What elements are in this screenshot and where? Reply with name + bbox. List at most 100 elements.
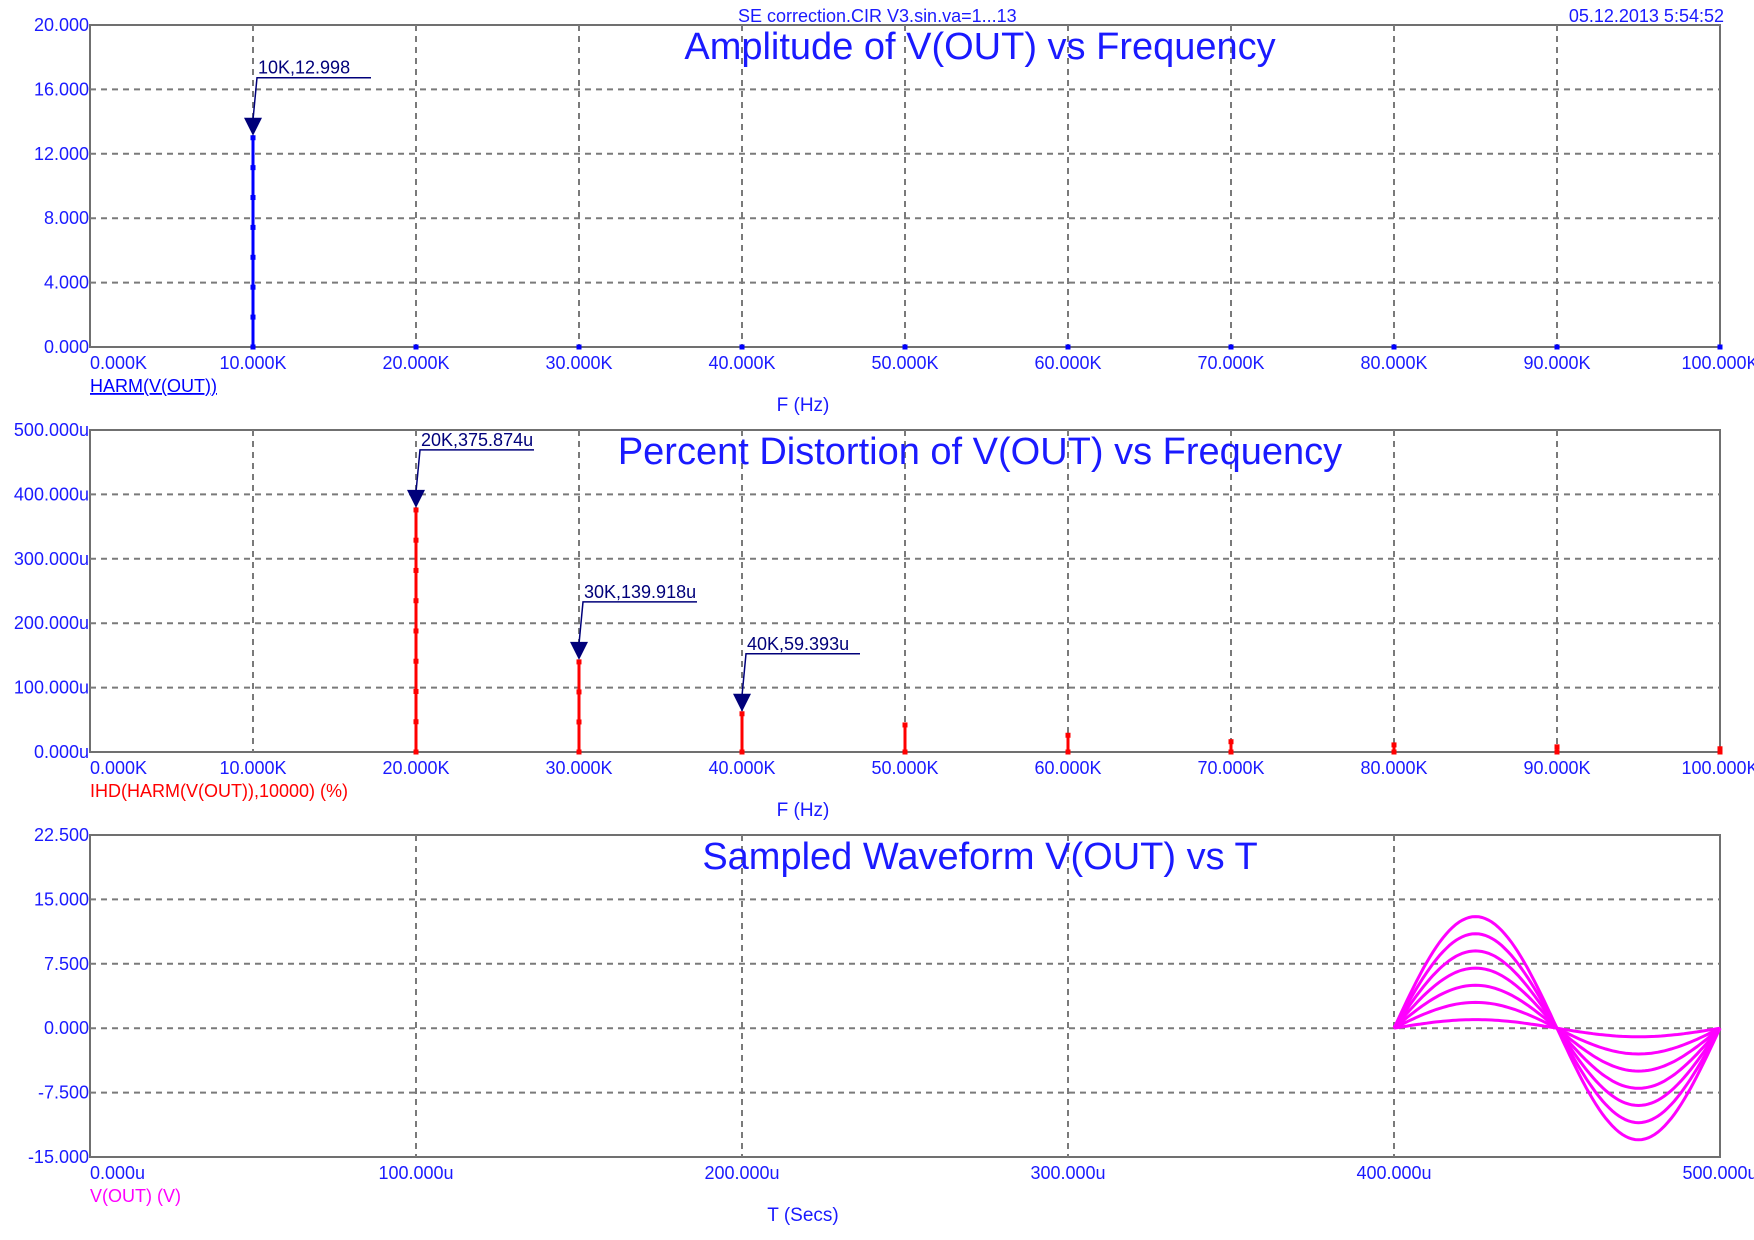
- y-tick-label: 0.000u: [34, 742, 89, 762]
- x-tick-label: 40.000K: [708, 353, 775, 373]
- sample-point: [250, 224, 256, 230]
- sample-point: [1554, 344, 1560, 350]
- x-tick-label: 100.000u: [378, 1163, 453, 1183]
- sample-point: [1554, 749, 1560, 755]
- annotation-label: 40K,59.393u: [747, 634, 849, 654]
- x-tick-label: 10.000K: [219, 758, 286, 778]
- x-tick-label: 0.000K: [90, 758, 147, 778]
- sample-point: [576, 344, 582, 350]
- x-tick-label: 300.000u: [1030, 1163, 1105, 1183]
- sample-point: [413, 628, 419, 634]
- sample-point: [250, 284, 256, 290]
- timestamp: 05.12.2013 5:54:52: [1568, 6, 1724, 26]
- x-tick-label: 80.000K: [1360, 758, 1427, 778]
- x-tick-label: 70.000K: [1197, 353, 1264, 373]
- y-tick-label: 12.000: [34, 144, 89, 164]
- annotation-label: 10K,12.998: [258, 58, 350, 78]
- sample-point: [902, 749, 908, 755]
- y-tick-label: 22.500: [34, 825, 89, 845]
- file-title: SE correction.CIR V3.sin.va=1...13: [738, 6, 1017, 26]
- x-axis-label: F (Hz): [777, 800, 830, 821]
- plot-3: 0.000u 100.000u 200.000u 300.000u 400.000u 50…: [28, 825, 1754, 1226]
- sample-point: [250, 165, 256, 171]
- sample-point: [1717, 344, 1723, 350]
- y-tick-label: 4.000: [44, 273, 89, 293]
- annotation-leader: [252, 76, 371, 120]
- sample-point: [1717, 749, 1723, 755]
- x-axis-label: T (Secs): [767, 1205, 838, 1226]
- annotation-leader: [741, 653, 860, 696]
- series-label: HARM(V(OUT)): [90, 376, 217, 396]
- sample-point: [413, 567, 419, 573]
- y-tick-label: 100.000u: [14, 678, 89, 698]
- sample-point: [413, 507, 419, 513]
- sample-point: [576, 689, 582, 695]
- y-tick-label: 8.000: [44, 208, 89, 228]
- x-tick-label: 50.000K: [871, 758, 938, 778]
- series-label: IHD(HARM(V(OUT)),10000) (%): [90, 781, 348, 801]
- sample-point: [413, 688, 419, 694]
- sample-point: [1717, 746, 1723, 752]
- y-tick-label: 20.000: [34, 15, 89, 35]
- x-tick-label: 20.000K: [382, 353, 449, 373]
- data-marker: [570, 641, 588, 660]
- x-tick-label: 50.000K: [871, 353, 938, 373]
- y-tick-label: 300.000u: [14, 549, 89, 569]
- x-axis-label: F (Hz): [777, 395, 830, 416]
- sample-point: [413, 719, 419, 725]
- y-tick-label: 500.000u: [14, 420, 89, 440]
- plot-2: 0.000K 10.000K 20.000K 30.000K 40.000K 50.000…: [14, 420, 1754, 821]
- sample-point: [1554, 744, 1560, 750]
- plot-1: 0.000K 10.000K 20.000K 30.000K 40.000K 50.000…: [34, 15, 1754, 416]
- sample-point: [250, 135, 256, 141]
- series-label: V(OUT) (V): [90, 1186, 181, 1206]
- sample-point: [576, 749, 582, 755]
- sample-point: [1391, 742, 1397, 748]
- sample-point: [1065, 749, 1071, 755]
- chart-title: Percent Distortion of V(OUT) vs Frequenc…: [618, 431, 1342, 473]
- sample-point: [576, 659, 582, 665]
- x-tick-label: 0.000u: [90, 1163, 145, 1183]
- sample-point: [413, 749, 419, 755]
- sample-point: [250, 254, 256, 260]
- sample-point: [413, 537, 419, 543]
- x-tick-label: 500.000u: [1682, 1163, 1754, 1183]
- x-tick-label: 200.000u: [704, 1163, 779, 1183]
- x-tick-label: 30.000K: [545, 353, 612, 373]
- x-tick-label: 60.000K: [1034, 758, 1101, 778]
- x-tick-label: 70.000K: [1197, 758, 1264, 778]
- y-tick-label: 0.000: [44, 337, 89, 357]
- chart-title: Amplitude of V(OUT) vs Frequency: [684, 26, 1275, 68]
- sample-point: [250, 195, 256, 201]
- sample-point: [413, 344, 419, 350]
- y-tick-label: 200.000u: [14, 613, 89, 633]
- chart-title: Sampled Waveform V(OUT) vs T: [702, 836, 1257, 878]
- x-tick-label: 90.000K: [1523, 353, 1590, 373]
- data-marker: [733, 693, 751, 712]
- data-marker: [244, 117, 262, 136]
- y-tick-label: 0.000: [44, 1018, 89, 1038]
- annotation-label: 20K,375.874u: [421, 430, 533, 450]
- x-tick-label: 20.000K: [382, 758, 449, 778]
- y-tick-label: -15.000: [28, 1147, 89, 1167]
- x-tick-label: 100.000K: [1681, 353, 1754, 373]
- sample-point: [250, 344, 256, 350]
- sample-point: [413, 598, 419, 604]
- sample-point: [902, 722, 908, 728]
- annotation-label: 30K,139.918u: [584, 582, 696, 602]
- sample-point: [1065, 344, 1071, 350]
- annotation-leader: [578, 601, 697, 644]
- x-tick-label: 60.000K: [1034, 353, 1101, 373]
- y-tick-label: 16.000: [34, 79, 89, 99]
- y-tick-label: 15.000: [34, 889, 89, 909]
- sample-point: [413, 658, 419, 664]
- sample-point: [1065, 732, 1071, 738]
- x-tick-label: 100.000K: [1681, 758, 1754, 778]
- sample-point: [250, 314, 256, 320]
- sample-point: [1228, 344, 1234, 350]
- y-tick-label: -7.500: [38, 1083, 89, 1103]
- sample-point: [739, 711, 745, 717]
- sample-point: [1391, 344, 1397, 350]
- y-tick-label: 7.500: [44, 954, 89, 974]
